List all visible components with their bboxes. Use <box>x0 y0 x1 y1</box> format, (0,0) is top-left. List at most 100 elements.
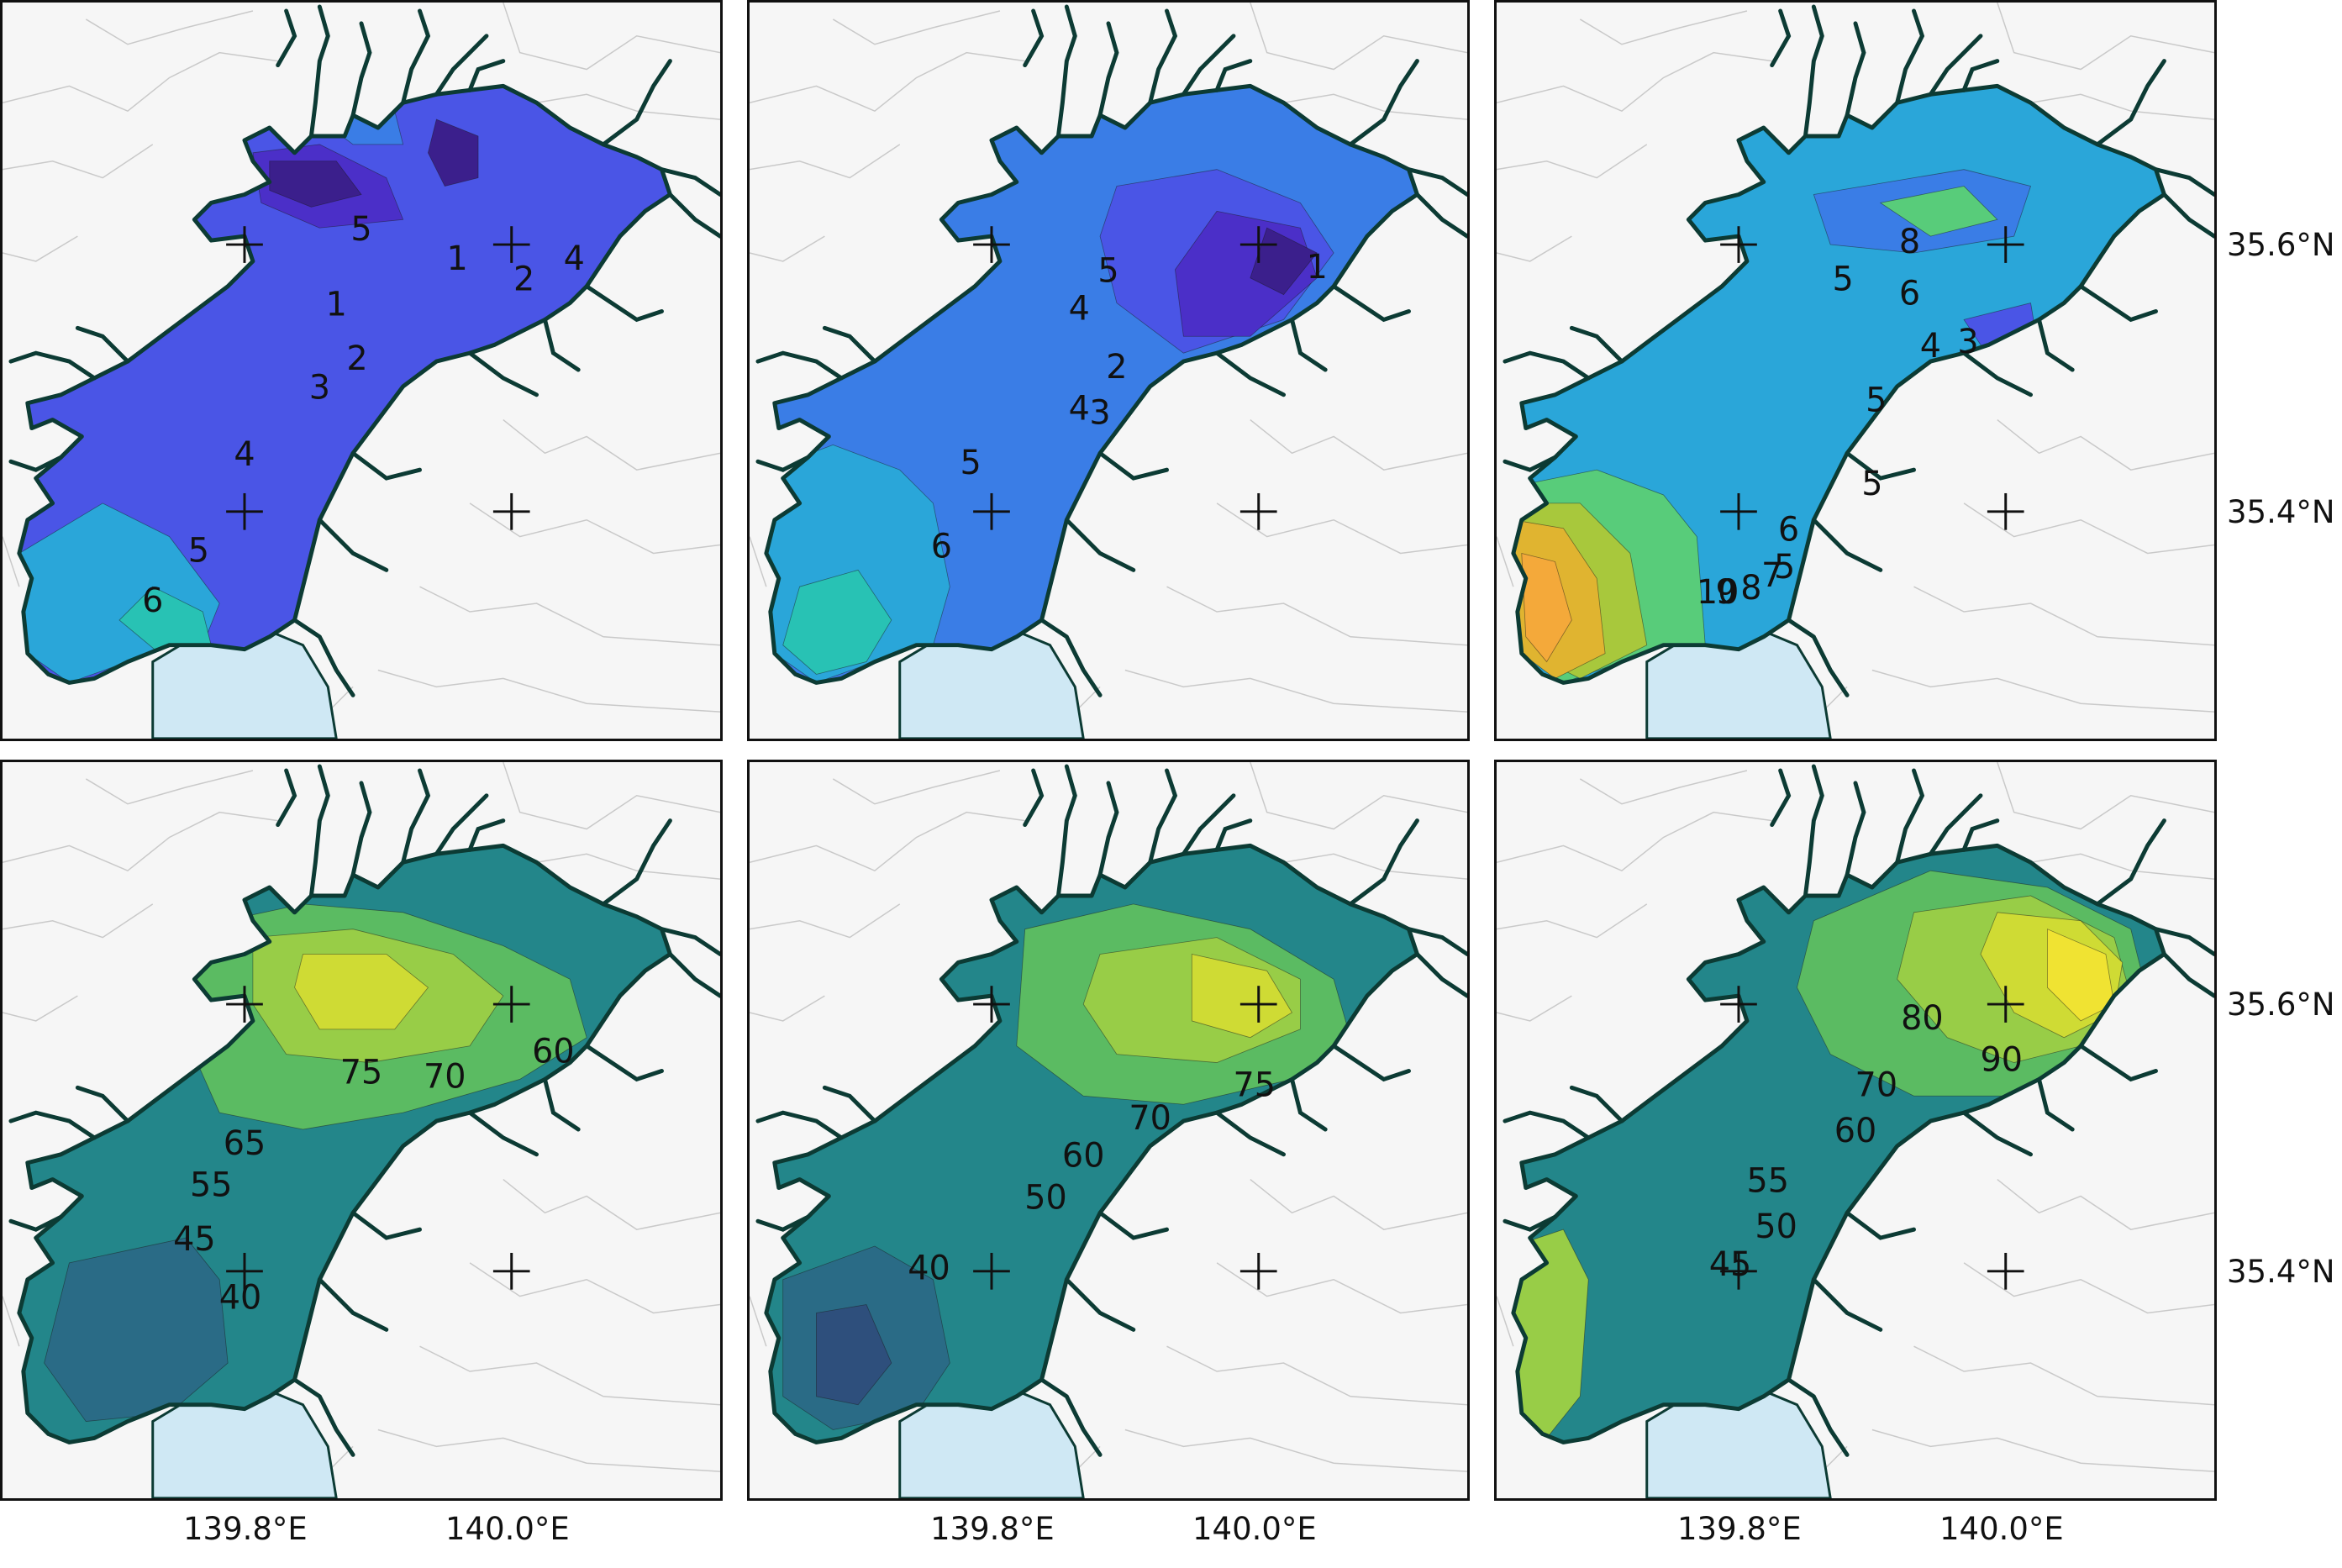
contour-label: 10 <box>1697 573 1739 612</box>
contour-label: 4 <box>1069 390 1090 429</box>
rivers <box>1503 4 2214 697</box>
map-panel-bottom-right: 80 90 70 60 55 50 45 <box>1494 760 2217 1501</box>
contour-label: 5 <box>188 531 209 570</box>
contour-label: 60 <box>1834 1112 1877 1150</box>
contour-label: 5 <box>1861 465 1882 503</box>
contour-band <box>816 1304 892 1406</box>
contour-label: 50 <box>1755 1208 1797 1246</box>
rivers <box>1503 764 2214 1457</box>
contour-label: 5 <box>350 210 371 249</box>
admin-boundaries <box>750 762 1467 1481</box>
contour-label: 5 <box>960 444 982 482</box>
map-panel-bottom-middle: 75 70 60 50 40 <box>747 760 1470 1501</box>
contour-label: 2 <box>1106 348 1127 387</box>
admin-boundaries <box>1497 3 2214 721</box>
contour-label: 55 <box>1746 1161 1789 1200</box>
contour-label: 5 <box>1866 381 1887 420</box>
lon-tick-label: 140.0°E <box>1192 1511 1317 1547</box>
rivers <box>8 764 720 1457</box>
contour-band <box>44 1237 229 1422</box>
lat-tick-label: 35.6°N <box>2227 987 2335 1023</box>
map-panel-top-right: 8 5 6 4 3 5 5 6 5 7 8 9 10 <box>1494 0 2217 741</box>
admin-boundaries <box>1497 762 2214 1481</box>
map-panel-bottom-left: 75 70 60 65 55 45 40 <box>0 760 723 1501</box>
contour-label: 3 <box>1089 394 1110 433</box>
lon-tick-label: 139.8°E <box>1677 1511 1802 1547</box>
lon-tick-label: 139.8°E <box>930 1511 1055 1547</box>
contour-band <box>269 160 362 208</box>
contour-band <box>2046 929 2115 1022</box>
contour-label: 75 <box>1234 1066 1276 1104</box>
contour-band <box>1879 186 1998 237</box>
grid-cross-markers <box>1720 986 2024 1290</box>
contour-label: 60 <box>1062 1137 1105 1176</box>
contour-label: 4 <box>234 435 255 474</box>
contour-label: 6 <box>1899 275 1920 313</box>
rivers <box>8 4 720 697</box>
contour-label: 65 <box>224 1124 266 1163</box>
contour-label: 70 <box>1129 1099 1171 1138</box>
contour-label: 2 <box>513 260 534 299</box>
contour-label: 3 <box>309 369 330 408</box>
coastline <box>764 83 1419 685</box>
rivers <box>755 4 1467 697</box>
contour-label: 1 <box>447 239 468 278</box>
coastline <box>17 83 672 685</box>
contour-label: 9 <box>1715 573 1736 612</box>
contour-label: 8 <box>1899 223 1920 261</box>
contour-label: 80 <box>1901 999 1944 1038</box>
contour-label: 55 <box>190 1165 233 1204</box>
lon-tick-label: 140.0°E <box>1939 1511 2064 1547</box>
contour-label: 6 <box>142 581 163 620</box>
contour-label: 3 <box>1957 323 1978 361</box>
contour-band <box>428 118 479 187</box>
coastline <box>17 843 672 1444</box>
coastline <box>764 843 1419 1444</box>
contour-label: 5 <box>1097 252 1118 291</box>
admin-boundaries <box>750 3 1467 721</box>
contour-band <box>782 569 892 675</box>
contour-label: 1 <box>1307 248 1328 287</box>
contour-band <box>1191 953 1293 1039</box>
grid-cross-markers <box>973 986 1277 1290</box>
rivers <box>755 764 1467 1457</box>
contour-label: 75 <box>340 1053 383 1092</box>
contour-label: 70 <box>1855 1066 1898 1104</box>
coastline <box>1511 83 2166 685</box>
contour-label: 4 <box>1920 327 1941 366</box>
lon-tick-label: 139.8°E <box>183 1511 308 1547</box>
lat-tick-label: 35.4°N <box>2227 494 2335 530</box>
lat-tick-label: 35.6°N <box>2227 227 2335 263</box>
contour-label: 4 <box>1069 289 1090 328</box>
contour-label: 45 <box>173 1220 216 1259</box>
contour-label: 2 <box>346 339 367 378</box>
contour-label: 45 <box>1709 1245 1752 1284</box>
contour-label: 8 <box>1740 569 1761 608</box>
contour-label: 70 <box>424 1057 466 1096</box>
grid-cross-markers <box>1720 226 2024 530</box>
grid-cross-markers <box>973 226 1277 530</box>
lat-tick-label: 35.4°N <box>2227 1254 2335 1290</box>
contour-label: 40 <box>219 1279 262 1318</box>
contour-label: 90 <box>1981 1040 2024 1079</box>
contour-label: 4 <box>564 239 585 278</box>
contour-label: 1 <box>326 285 347 324</box>
contour-band <box>294 954 429 1030</box>
grid-cross-markers <box>226 986 530 1290</box>
grid-cross-markers <box>226 226 530 530</box>
contour-label: 5 <box>1774 548 1795 587</box>
lon-tick-label: 140.0°E <box>445 1511 570 1547</box>
contour-label: 6 <box>931 527 952 566</box>
coastline <box>1511 843 2166 1444</box>
contour-label: 6 <box>1778 511 1799 550</box>
admin-boundaries <box>3 762 720 1481</box>
contour-band <box>1521 552 1572 663</box>
